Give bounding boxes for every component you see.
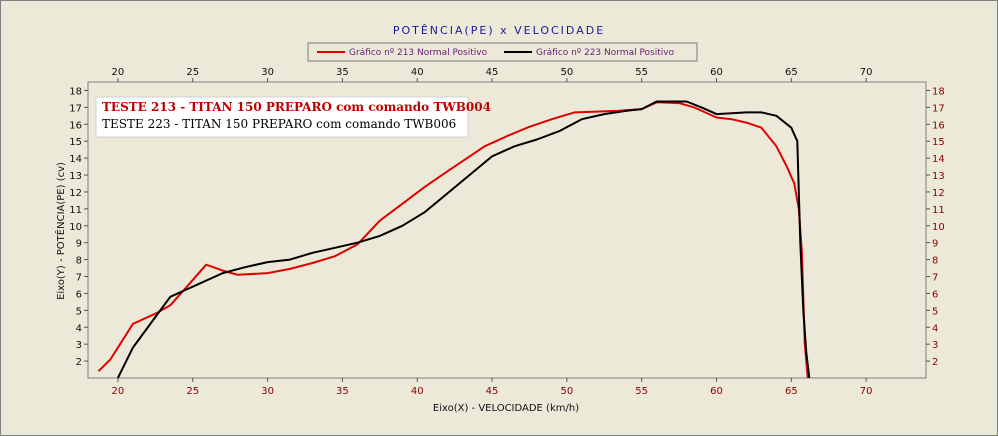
y-tick-label-8: 8: [76, 256, 82, 267]
y-tick-label-10: 10: [69, 222, 82, 233]
y-tick-label-11: 11: [69, 205, 82, 216]
y-right-tick-label-16: 16: [932, 120, 945, 131]
y-right-tick-label-9: 9: [932, 239, 938, 250]
x-tick-label-45: 45: [486, 386, 499, 397]
y-tick-label-14: 14: [69, 154, 82, 165]
x-top-tick-label-45: 45: [486, 67, 499, 78]
series-layer: [97, 100, 811, 378]
annotation-box: TESTE 213 - TITAN 150 PREPARO com comand…: [95, 96, 491, 138]
y-tick-label-3: 3: [76, 340, 82, 351]
axis-ticks: 2020252530303535404045455050555560606565…: [69, 67, 944, 397]
y-right-tick-label-5: 5: [932, 306, 938, 317]
x-tick-label-20: 20: [112, 386, 125, 397]
y-axis-label: Eixo(Y) - POTÊNCIA(PE) (cv): [54, 162, 67, 300]
chart-title: POTÊNCIA(PE) x VELOCIDADE: [393, 24, 605, 37]
x-tick-label-35: 35: [336, 386, 349, 397]
x-axis-label: Eixo(X) - VELOCIDADE (km/h): [433, 403, 579, 414]
x-top-tick-label-35: 35: [336, 67, 349, 78]
y-tick-label-6: 6: [76, 289, 82, 300]
x-top-tick-label-60: 60: [710, 67, 723, 78]
y-right-tick-label-10: 10: [932, 222, 945, 233]
x-top-tick-label-55: 55: [635, 67, 648, 78]
y-tick-label-17: 17: [69, 103, 82, 114]
y-right-tick-label-11: 11: [932, 205, 945, 216]
y-tick-label-18: 18: [69, 86, 82, 97]
y-right-tick-label-12: 12: [932, 188, 945, 199]
x-top-tick-label-65: 65: [785, 67, 798, 78]
y-tick-label-5: 5: [76, 306, 82, 317]
series-line-223: [117, 100, 811, 378]
x-tick-label-55: 55: [635, 386, 648, 397]
x-tick-label-60: 60: [710, 386, 723, 397]
x-top-tick-label-70: 70: [860, 67, 873, 78]
y-tick-label-15: 15: [69, 137, 82, 148]
x-tick-label-50: 50: [560, 386, 573, 397]
y-tick-label-9: 9: [76, 239, 82, 250]
y-right-tick-label-15: 15: [932, 137, 945, 148]
y-right-tick-label-4: 4: [932, 323, 938, 334]
y-right-tick-label-13: 13: [932, 171, 945, 182]
y-right-tick-label-18: 18: [932, 86, 945, 97]
x-tick-label-70: 70: [860, 386, 873, 397]
legend-label-213: Gráfico nº 213 Normal Positivo: [349, 48, 488, 58]
legend: Gráfico nº 213 Normal Positivo Gráfico n…: [307, 42, 698, 62]
x-top-tick-label-20: 20: [112, 67, 125, 78]
x-top-tick-label-25: 25: [186, 67, 199, 78]
y-right-tick-label-3: 3: [932, 340, 938, 351]
x-tick-label-65: 65: [785, 386, 798, 397]
x-tick-label-30: 30: [261, 386, 274, 397]
y-tick-label-12: 12: [69, 188, 82, 199]
y-tick-label-13: 13: [69, 171, 82, 182]
annotation-teste-213: TESTE 213 - TITAN 150 PREPARO com comand…: [102, 100, 491, 114]
series-line-213: [97, 101, 809, 378]
y-right-tick-label-17: 17: [932, 103, 945, 114]
x-top-tick-label-50: 50: [560, 67, 573, 78]
y-right-tick-label-14: 14: [932, 154, 945, 165]
x-tick-label-25: 25: [186, 386, 199, 397]
annotation-teste-223: TESTE 223 - TITAN 150 PREPARO com comand…: [102, 117, 456, 131]
y-right-tick-label-2: 2: [932, 357, 938, 368]
x-top-tick-label-30: 30: [261, 67, 274, 78]
y-right-tick-label-7: 7: [932, 273, 938, 284]
y-tick-label-2: 2: [76, 357, 82, 368]
y-tick-label-4: 4: [76, 323, 82, 334]
y-right-tick-label-6: 6: [932, 289, 938, 300]
x-top-tick-label-40: 40: [411, 67, 424, 78]
x-tick-label-40: 40: [411, 386, 424, 397]
legend-label-223: Gráfico nº 223 Normal Positivo: [536, 48, 675, 58]
y-tick-label-7: 7: [76, 273, 82, 284]
y-right-tick-label-8: 8: [932, 256, 938, 267]
y-tick-label-16: 16: [69, 120, 82, 131]
